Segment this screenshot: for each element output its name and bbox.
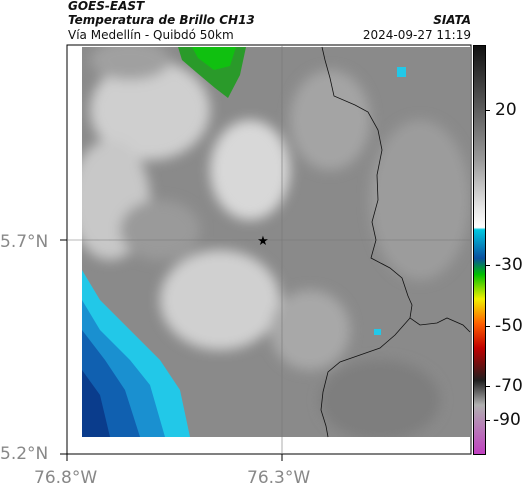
boundary-line [321, 46, 471, 333]
boundary-line-south [320, 317, 411, 438]
latitude-label: 5.7°N [0, 232, 49, 252]
organization-label: SIATA [433, 13, 471, 27]
satellite-title: GOES-EAST [68, 0, 145, 13]
datetime-label: 2024-09-27 11:19 [362, 28, 471, 42]
colorbar-tick-label: -50 [495, 316, 523, 336]
colorbar-tick-label: -90 [493, 410, 521, 430]
colorbar-tick-mark [486, 265, 490, 266]
longitude-label: 76.3°W [247, 468, 311, 488]
colorbar-tick-mark [486, 386, 490, 387]
colorbar-tick-label: -70 [495, 376, 523, 396]
latitude-label: 5.2°N [0, 444, 49, 464]
colorbar-tick-mark [486, 326, 490, 327]
colorbar [473, 45, 486, 455]
product-title: Temperatura de Brillo CH13 [68, 13, 255, 27]
colorbar-tick-label: 20 [495, 100, 517, 120]
colorbar-tick-mark [486, 110, 490, 111]
longitude-label: 76.8°W [34, 468, 98, 488]
colorbar-tick-mark [486, 420, 490, 421]
area-subtitle: Vía Medellín - Quibdó 50km [68, 28, 234, 42]
brightness-temperature-field [82, 47, 470, 437]
colorbar-tick-label: -30 [495, 255, 523, 275]
location-marker-icon: ★ [257, 234, 269, 249]
